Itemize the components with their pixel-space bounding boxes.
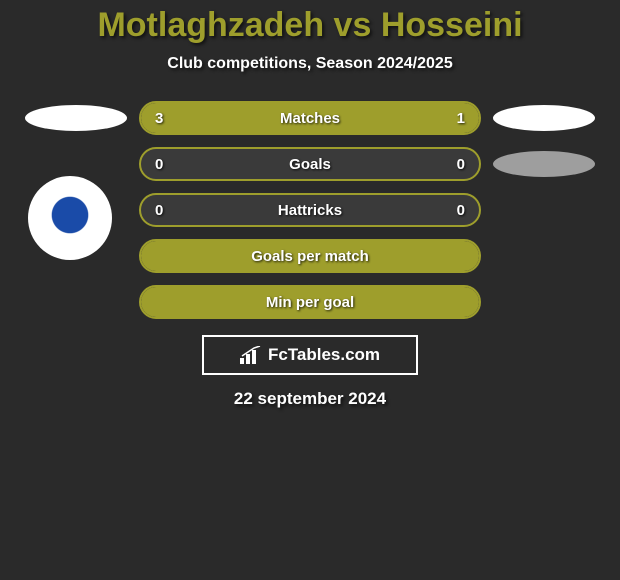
- stat-bar: Min per goal: [139, 285, 481, 319]
- player-oval-left: [25, 105, 127, 131]
- stat-label: Goals: [141, 156, 479, 173]
- bar-chart-icon: [240, 346, 262, 364]
- stat-bar: 0Hattricks0: [139, 193, 481, 227]
- player-oval-right: [493, 105, 595, 131]
- page-title: Motlaghzadeh vs Hosseini: [0, 6, 620, 45]
- stat-bar: Goals per match: [139, 239, 481, 273]
- stat-row: 3Matches1: [0, 101, 620, 135]
- stat-bar: 3Matches1: [139, 101, 481, 135]
- stat-value-right: 0: [457, 156, 465, 173]
- brand-box[interactable]: FcTables.com: [202, 335, 418, 375]
- stat-label: Goals per match: [141, 248, 479, 265]
- stat-label: Matches: [141, 110, 479, 127]
- team-logo-left: [28, 176, 112, 260]
- stat-value-right: 0: [457, 202, 465, 219]
- player-oval-right: [493, 151, 595, 177]
- stat-label: Min per goal: [141, 294, 479, 311]
- page-subtitle: Club competitions, Season 2024/2025: [0, 55, 620, 73]
- club-crest-icon: [40, 188, 100, 248]
- stat-row: Min per goal: [0, 285, 620, 319]
- stat-label: Hattricks: [141, 202, 479, 219]
- comparison-infographic: Motlaghzadeh vs Hosseini Club competitio…: [0, 0, 620, 409]
- date-text: 22 september 2024: [0, 389, 620, 409]
- stat-value-right: 1: [457, 110, 465, 127]
- stat-row: 0Goals0: [0, 147, 620, 181]
- brand-text: FcTables.com: [268, 345, 380, 365]
- stat-bar: 0Goals0: [139, 147, 481, 181]
